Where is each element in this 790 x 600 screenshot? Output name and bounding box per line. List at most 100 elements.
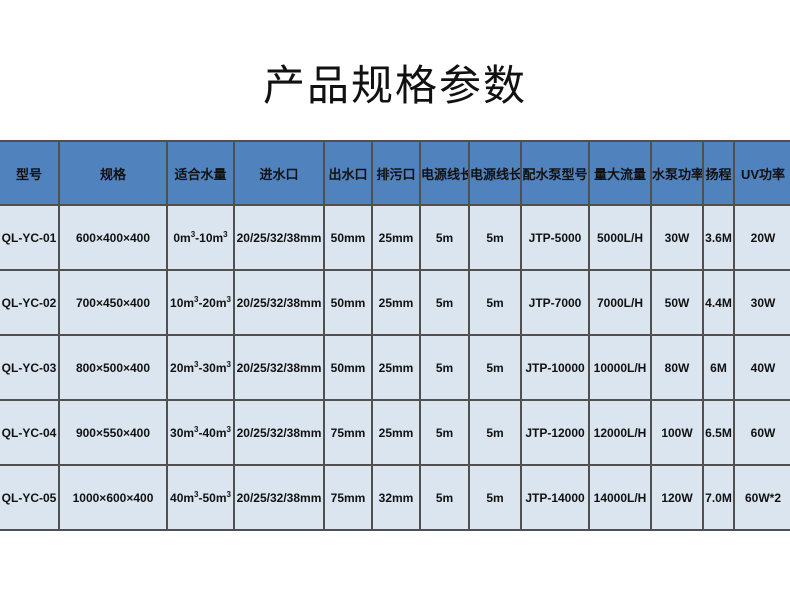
cell-drain: 25mm [371,334,421,401]
cell-head: 6.5M [702,399,735,466]
cell-size: 800×500×400 [58,334,168,401]
cell-cable2: 5m [468,399,522,466]
cell-size: 600×400×400 [58,204,168,271]
volume-to: -30m [198,361,227,375]
cell-cable1: 5m [419,464,470,531]
cell-size: 700×450×400 [58,269,168,336]
cell-outlet: 75mm [323,399,373,466]
exponent: 3 [190,230,196,239]
column-header: 排污口 [371,140,421,206]
cell-vol: 10m3-20m3 [166,269,235,336]
cell-drain: 32mm [371,464,421,531]
exponent: 3 [194,425,199,434]
column-header: 适合水量 [166,140,235,206]
column-header: 出水口 [323,140,373,206]
exponent: 3 [226,295,231,304]
volume-from: 40m [170,491,195,505]
column-header: UV功率 [733,140,790,206]
cell-inlet: 20/25/32/38mm [233,269,325,336]
cell-head: 6M [702,334,735,401]
page-title: 产品规格参数 [262,61,527,110]
cell-uv: 60W*2 [733,464,790,531]
exponent: 3 [194,295,199,304]
cell-pump: JTP-10000 [520,334,590,401]
cell-drain: 25mm [371,269,421,336]
cell-cable2: 5m [468,269,522,336]
cell-size: 1000×600×400 [58,464,168,531]
cell-flow: 10000L/H [588,334,652,401]
cell-cable1: 5m [419,204,470,271]
column-header: 扬程 [702,140,735,206]
cell-cable2: 5m [468,334,522,401]
cell-flow: 5000L/H [588,204,652,271]
column-header: 规格 [58,140,168,206]
cell-uv: 30W [733,269,790,336]
column-header: 水泵功率 [650,140,704,206]
table-row: QL-YC-05 1000×600×400 40m3-50m3 20/25/32/38… [0,464,790,531]
cell-model: QL-YC-03 [0,334,60,401]
cell-uv: 40W [733,334,790,401]
column-header: 配水泵型号 [520,140,590,206]
exponent: 3 [194,490,199,499]
cell-head: 3.6M [702,204,735,271]
cell-outlet: 50mm [323,204,373,271]
cell-cable1: 5m [419,269,470,336]
column-header: 量大流量 [588,140,652,206]
cell-pump: JTP-12000 [520,399,590,466]
cell-cable1: 5m [419,334,470,401]
table-row: QL-YC-03 800×500×400 20m3-30m3 20/25/32/38m… [0,334,790,401]
cell-cable1: 5m [419,399,470,466]
exponent: 3 [194,360,199,369]
cell-head: 4.4M [702,269,735,336]
cell-uv: 20W [733,204,790,271]
cell-vol: 30m3-40m3 [166,399,235,466]
cell-power: 30W [650,204,704,271]
cell-inlet: 20/25/32/38mm [233,399,325,466]
cell-inlet: 20/25/32/38mm [233,464,325,531]
column-header: 电源线长 [468,140,522,206]
cell-model: QL-YC-05 [0,464,60,531]
volume-from: 10m [170,296,195,310]
cell-outlet: 75mm [323,464,373,531]
exponent: 3 [226,490,231,499]
cell-size: 900×550×400 [58,399,168,466]
cell-vol: 40m3-50m3 [166,464,235,531]
cell-pump: JTP-14000 [520,464,590,531]
cell-outlet: 50mm [323,269,373,336]
column-header: 进水口 [233,140,325,206]
volume-to: -40m [198,426,227,440]
cell-uv: 60W [733,399,790,466]
cell-power: 100W [650,399,704,466]
cell-pump: JTP-5000 [520,204,590,271]
cell-outlet: 50mm [323,334,373,401]
cell-cable2: 5m [468,204,522,271]
table-row: QL-YC-04 900×550×400 30m3-40m3 20/25/32/38m… [0,399,790,466]
cell-drain: 25mm [371,204,421,271]
table-row: QL-YC-01 600×400×400 0m3-10m3 20/25/32/38mm… [0,204,790,271]
exponent: 3 [226,425,231,434]
cell-power: 50W [650,269,704,336]
cell-power: 80W [650,334,704,401]
cell-model: QL-YC-01 [0,204,60,271]
cell-pump: JTP-7000 [520,269,590,336]
header-row: 型号 规格 适合水量 进水口 出水口 排污口 电源线长 电源线长 配水泵型号 量大流量 水泵功率 扬程… [0,140,790,206]
column-header: 电源线长 [419,140,470,206]
cell-flow: 14000L/H [588,464,652,531]
exponent: 3 [223,230,228,239]
cell-inlet: 20/25/32/38mm [233,334,325,401]
spec-table: 型号 规格 适合水量 进水口 出水口 排污口 电源线长 电源线长 配水泵型号 量大流量 水泵功率 扬程… [0,140,790,531]
cell-drain: 25mm [371,399,421,466]
table-row: QL-YC-02 700×450×400 10m3-20m3 20/25/32/38m… [0,269,790,336]
cell-model: QL-YC-04 [0,399,60,466]
volume-to: -50m [198,491,227,505]
volume-from: 20m [170,361,195,375]
cell-power: 120W [650,464,704,531]
cell-flow: 12000L/H [588,399,652,466]
volume-to: -10m [195,231,224,245]
exponent: 3 [226,360,231,369]
column-header: 型号 [0,140,60,206]
cell-inlet: 20/25/32/38mm [233,204,325,271]
cell-vol: 0m3-10m3 [166,204,235,271]
volume-to: -20m [198,296,227,310]
volume-from: 0m [173,231,191,245]
